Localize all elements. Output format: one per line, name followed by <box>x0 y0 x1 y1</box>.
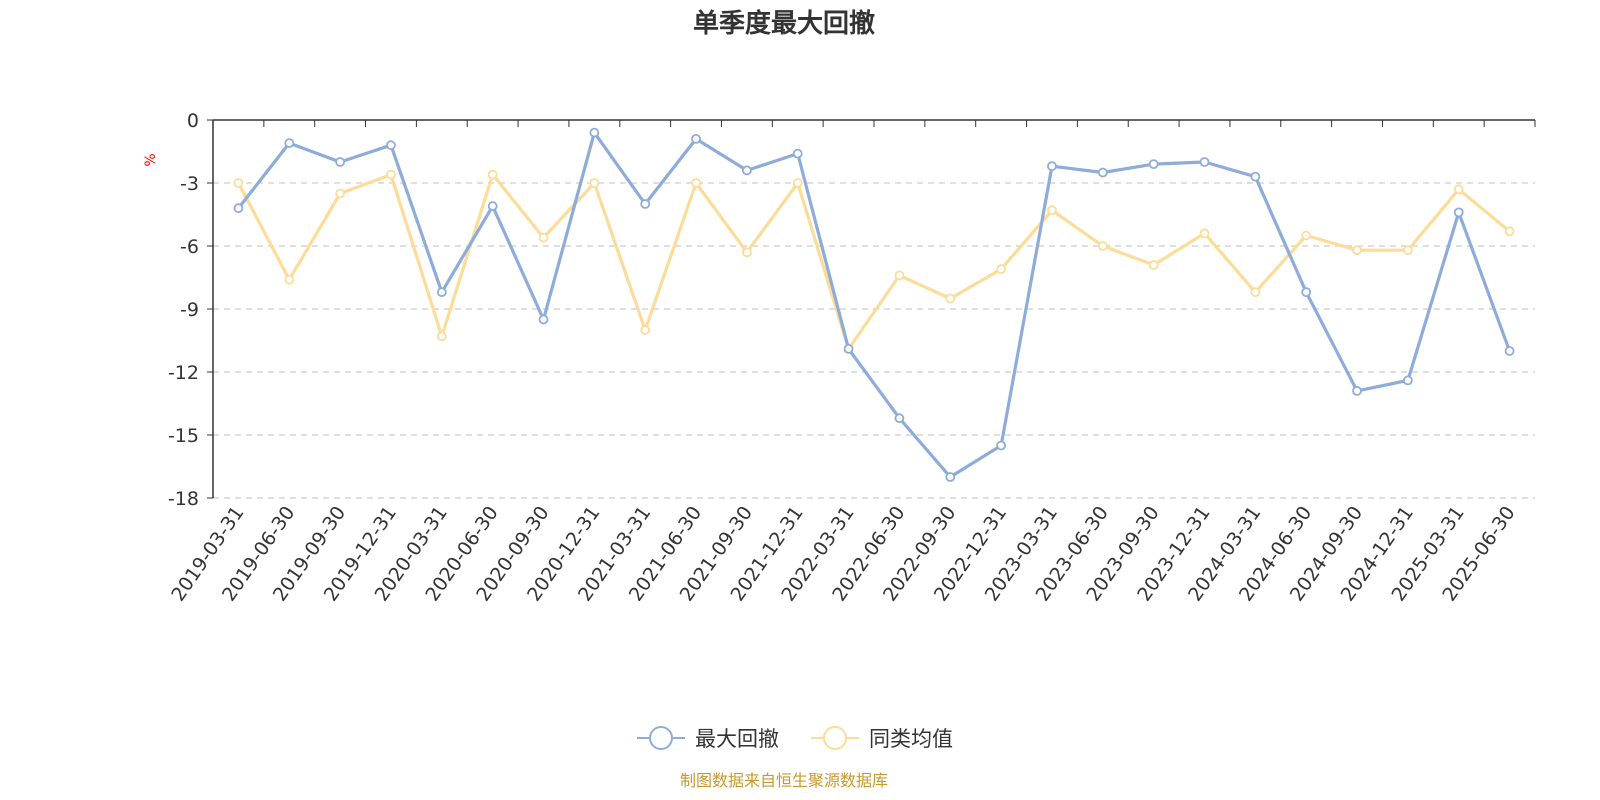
data-point <box>792 148 803 159</box>
grid-lines <box>213 182 1535 499</box>
data-point <box>741 165 752 176</box>
data-point <box>1352 245 1362 256</box>
y-axis-unit: % <box>143 153 159 166</box>
y-tick-labels: 0 -3 -6 -9 -12 -15 -18 <box>168 110 199 510</box>
data-point <box>894 413 905 424</box>
data-point <box>233 203 244 214</box>
data-point <box>538 314 549 325</box>
legend-item[interactable]: 最大回撤 <box>637 726 779 751</box>
legend-marker <box>649 726 673 750</box>
source-note: 制图数据来自恒生聚源数据库 <box>680 771 888 790</box>
y-tick-label: -12 <box>168 362 199 384</box>
data-point <box>589 178 600 188</box>
data-point <box>1352 385 1362 396</box>
legend[interactable]: 最大回撤 同类均值 <box>637 726 953 751</box>
data-point <box>640 199 651 209</box>
data-point <box>1250 171 1261 182</box>
data-point <box>1148 159 1159 170</box>
data-point <box>436 287 447 298</box>
data-point <box>538 232 549 243</box>
data-point <box>691 133 701 144</box>
data-point <box>386 140 396 151</box>
data-point <box>436 331 447 342</box>
data-point <box>335 157 346 167</box>
series-line <box>236 173 1512 351</box>
data-point <box>894 270 905 281</box>
chart-title: 单季度最大回撤 <box>693 8 875 39</box>
data-point <box>1504 226 1515 237</box>
data-point <box>284 138 295 149</box>
data-point <box>1453 207 1464 218</box>
y-tick-label: -18 <box>168 488 199 510</box>
data-point <box>1504 346 1515 356</box>
data-point <box>386 169 396 180</box>
data-point <box>589 127 600 138</box>
series-line <box>236 131 1512 479</box>
legend-marker <box>823 726 847 750</box>
data-point <box>487 169 498 180</box>
data-point <box>1250 287 1261 298</box>
data-point <box>1199 157 1210 167</box>
y-tick-label: -3 <box>180 173 199 195</box>
data-point <box>843 343 854 354</box>
data-point <box>1097 167 1108 178</box>
y-tick-label: -9 <box>180 299 199 321</box>
axes <box>207 119 1536 499</box>
data-point <box>1047 161 1057 172</box>
legend-label: 最大回撤 <box>695 727 779 751</box>
data-point <box>741 247 752 258</box>
y-tick-label: -15 <box>168 425 199 447</box>
data-point <box>996 440 1007 451</box>
data-point <box>792 178 803 188</box>
data-point <box>1402 245 1413 256</box>
legend-item[interactable]: 同类均值 <box>811 726 953 751</box>
data-point <box>233 178 244 188</box>
data-point <box>945 472 956 482</box>
data-point <box>640 325 651 335</box>
y-tick-label: 0 <box>187 110 199 132</box>
data-point <box>691 178 701 188</box>
data-point <box>945 293 956 304</box>
data-point <box>1301 287 1312 298</box>
data-point <box>1097 241 1108 251</box>
y-tick-label: -6 <box>180 236 199 258</box>
series-lines <box>233 127 1515 482</box>
data-point <box>1047 205 1057 216</box>
data-point <box>284 274 295 285</box>
legend-label: 同类均值 <box>869 727 953 751</box>
data-point <box>1148 259 1159 270</box>
data-point <box>1199 228 1210 239</box>
data-point <box>996 264 1007 275</box>
data-point <box>1402 375 1413 386</box>
data-point <box>487 201 498 212</box>
x-tick-labels: 2019-03-312019-06-302019-09-302019-12-31… <box>167 502 1520 605</box>
data-point <box>1301 230 1312 241</box>
data-point <box>1453 184 1464 195</box>
data-point <box>335 188 346 199</box>
